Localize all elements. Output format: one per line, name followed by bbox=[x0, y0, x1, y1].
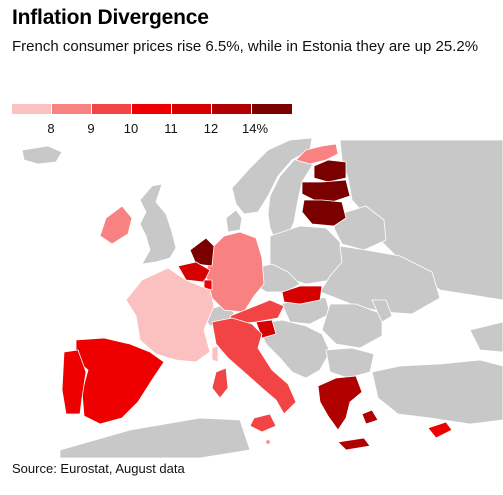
legend-swatch-5 bbox=[172, 104, 211, 114]
legend-swatch-3 bbox=[92, 104, 131, 114]
region-north-africa bbox=[59, 417, 251, 458]
region-france bbox=[125, 267, 215, 363]
region-greek-islands bbox=[361, 409, 379, 425]
region-turkey bbox=[371, 359, 503, 425]
region-italy bbox=[211, 317, 297, 415]
source-note: Source: Eurostat, August data bbox=[12, 461, 185, 476]
legend-label-10: 10 bbox=[123, 121, 139, 136]
region-finland bbox=[295, 143, 339, 165]
region-balkans bbox=[257, 319, 331, 379]
region-belgium bbox=[177, 261, 211, 283]
europe-map bbox=[21, 138, 503, 458]
legend-swatch-7 bbox=[252, 104, 292, 114]
region-estonia bbox=[313, 159, 347, 183]
legend: 8 9 10 11 12 14% bbox=[12, 104, 292, 140]
legend-label-14: 14% bbox=[241, 121, 269, 136]
region-russia bbox=[339, 139, 503, 301]
legend-label-9: 9 bbox=[87, 121, 95, 136]
region-slovakia bbox=[281, 285, 323, 305]
legend-label-11: 11 bbox=[164, 121, 178, 136]
region-portugal bbox=[61, 349, 87, 415]
chart-title: Inflation Divergence bbox=[12, 6, 209, 29]
region-moldova bbox=[371, 299, 393, 323]
region-cyprus bbox=[427, 421, 453, 439]
region-crete bbox=[337, 437, 371, 451]
region-ireland bbox=[99, 205, 133, 245]
region-bulgaria bbox=[325, 347, 375, 379]
legend-swatch-6 bbox=[212, 104, 251, 114]
region-georgia bbox=[469, 321, 503, 353]
region-luxembourg bbox=[203, 279, 213, 291]
region-netherlands bbox=[189, 237, 215, 267]
chart-subtitle: French consumer prices rise 6.5%, while … bbox=[12, 38, 479, 55]
region-lithuania bbox=[301, 199, 347, 227]
region-malta bbox=[265, 439, 271, 445]
legend-swatch-1 bbox=[12, 104, 51, 114]
legend-swatch-2 bbox=[52, 104, 91, 114]
region-norway bbox=[231, 138, 313, 215]
region-corsica bbox=[211, 345, 219, 363]
region-denmark bbox=[225, 209, 243, 233]
legend-swatch-4 bbox=[132, 104, 171, 114]
region-germany bbox=[205, 231, 265, 313]
region-latvia bbox=[301, 179, 351, 203]
region-romania bbox=[321, 303, 383, 349]
legend-label-12: 12 bbox=[203, 121, 219, 136]
region-sardinia bbox=[211, 367, 229, 399]
region-spain bbox=[75, 337, 165, 425]
region-great-britain bbox=[139, 183, 177, 265]
region-iceland bbox=[21, 145, 63, 165]
region-greece bbox=[317, 375, 363, 431]
region-sicily bbox=[249, 413, 277, 433]
region-belarus bbox=[333, 205, 387, 251]
legend-label-8: 8 bbox=[47, 121, 55, 136]
